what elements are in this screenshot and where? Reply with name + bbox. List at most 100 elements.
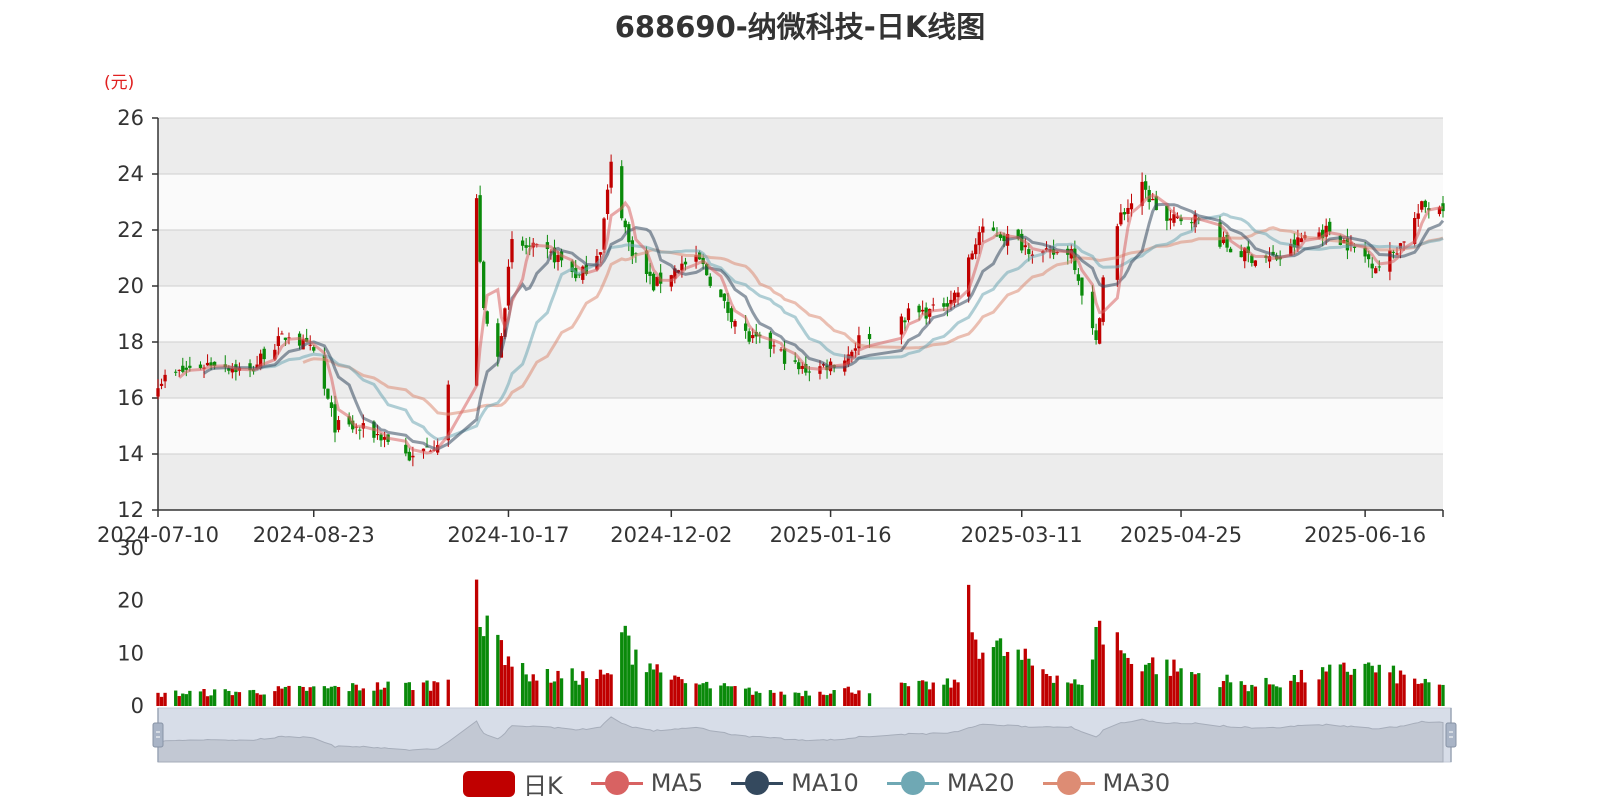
- zoom-handle-left[interactable]: [152, 708, 164, 762]
- volume-bar: [1296, 682, 1300, 706]
- volume-bar: [680, 679, 684, 706]
- volume-bar: [605, 673, 610, 706]
- candle-body: [446, 384, 450, 441]
- legend-item-ma20[interactable]: MA20: [886, 768, 1015, 798]
- volume-bar: [1097, 620, 1102, 706]
- y-tick-label: 26: [117, 106, 144, 130]
- volume-bar: [843, 688, 847, 706]
- volume-bar: [722, 683, 727, 706]
- volume-bar: [305, 690, 309, 706]
- volume-bar: [719, 685, 723, 706]
- legend-dot-ma10: [745, 771, 770, 795]
- candle-body: [850, 351, 854, 359]
- volume-bar: [779, 691, 783, 706]
- candle-body: [1225, 234, 1229, 248]
- volume-bar: [552, 681, 557, 706]
- candle-body: [1352, 246, 1357, 248]
- volume-bar: [174, 690, 178, 706]
- data-zoom-slider[interactable]: [152, 707, 1457, 763]
- candle-body: [620, 166, 624, 219]
- candle-body: [181, 365, 185, 372]
- candle-body: [1324, 225, 1328, 237]
- volume-bar: [673, 675, 677, 706]
- volume-bar: [1274, 686, 1279, 706]
- candle-body: [262, 348, 266, 360]
- volume-bar: [230, 695, 234, 706]
- volume-bar: [970, 632, 974, 706]
- volume-bar: [386, 681, 390, 706]
- volume-bar: [496, 634, 500, 706]
- candle-body: [347, 416, 351, 425]
- volume-bar: [1317, 679, 1321, 706]
- candle-body: [1328, 221, 1332, 232]
- candle-body: [273, 349, 277, 360]
- candle-body: [630, 240, 635, 257]
- candle-body: [623, 220, 627, 228]
- candle-body: [1143, 181, 1148, 190]
- volume-bar: [159, 696, 164, 706]
- volume-bar: [1193, 674, 1197, 706]
- candle-body: [184, 367, 188, 370]
- volume-tick-label: 0: [131, 694, 144, 718]
- volume-bar: [581, 671, 585, 706]
- volume-bar: [510, 666, 514, 706]
- candle-body: [931, 304, 935, 306]
- volume-bar: [1151, 657, 1155, 706]
- line-legend-icon: [590, 768, 643, 798]
- candle-body: [1437, 207, 1442, 215]
- candle-body: [524, 245, 528, 248]
- candle-body: [751, 335, 755, 339]
- candle-body: [1253, 260, 1258, 266]
- ma10-line: [203, 202, 1445, 451]
- volume-bar: [1345, 671, 1350, 706]
- volume-bar: [818, 691, 822, 706]
- volume-bar: [336, 686, 341, 706]
- zoom-handle-right[interactable]: [1445, 708, 1457, 762]
- volume-bar: [1090, 659, 1095, 706]
- volume-bar: [1253, 686, 1258, 706]
- volume-bar: [1020, 659, 1024, 706]
- volume-bar: [676, 676, 681, 706]
- volume-bar: [1303, 682, 1307, 706]
- legend-item-ma30[interactable]: MA30: [1042, 768, 1170, 798]
- ma30-line: [302, 226, 1444, 416]
- candle-body: [945, 303, 950, 307]
- candle-body: [1243, 248, 1247, 262]
- candle-body: [336, 420, 341, 430]
- candle-body: [1299, 238, 1304, 243]
- volume-bar: [853, 693, 858, 706]
- volume-bar: [1002, 655, 1006, 706]
- volume-bar: [1030, 665, 1035, 706]
- candle-body: [970, 253, 974, 260]
- candle-body: [1122, 212, 1127, 215]
- candle-body: [920, 309, 925, 312]
- volume-bar: [446, 679, 450, 706]
- volume-bar: [556, 670, 560, 706]
- legend-item-ma10[interactable]: MA10: [731, 768, 859, 798]
- legend-item-ma5[interactable]: MA5: [590, 768, 703, 798]
- candle-body: [903, 320, 907, 323]
- candle-body: [899, 316, 904, 335]
- x-tick-label: 2024-08-23: [253, 523, 375, 547]
- volume-tick-label: 20: [117, 589, 144, 613]
- candle-body: [906, 308, 911, 321]
- legend-dot-ma5: [604, 771, 629, 795]
- volume-bar: [1101, 644, 1105, 706]
- candle-body: [1140, 181, 1144, 206]
- volume-bar: [1416, 683, 1420, 706]
- candle-body: [280, 333, 284, 335]
- candle-body: [1101, 277, 1105, 322]
- legend-item-dailyk[interactable]: 日K: [463, 766, 563, 801]
- volume-bar: [1225, 674, 1229, 706]
- volume-bar: [974, 639, 978, 706]
- volume-bar: [782, 694, 787, 706]
- candle-body: [1250, 255, 1254, 263]
- volume-bar: [1066, 682, 1070, 706]
- volume-bar: [1427, 682, 1431, 706]
- candle-body: [733, 321, 737, 327]
- chart-legend: 日K MA5 MA10 MA20 MA30: [463, 766, 1198, 800]
- x-tick-label: 2024-10-17: [447, 523, 569, 547]
- volume-bar: [743, 688, 748, 706]
- x-tick-label: 2025-03-11: [961, 523, 1083, 547]
